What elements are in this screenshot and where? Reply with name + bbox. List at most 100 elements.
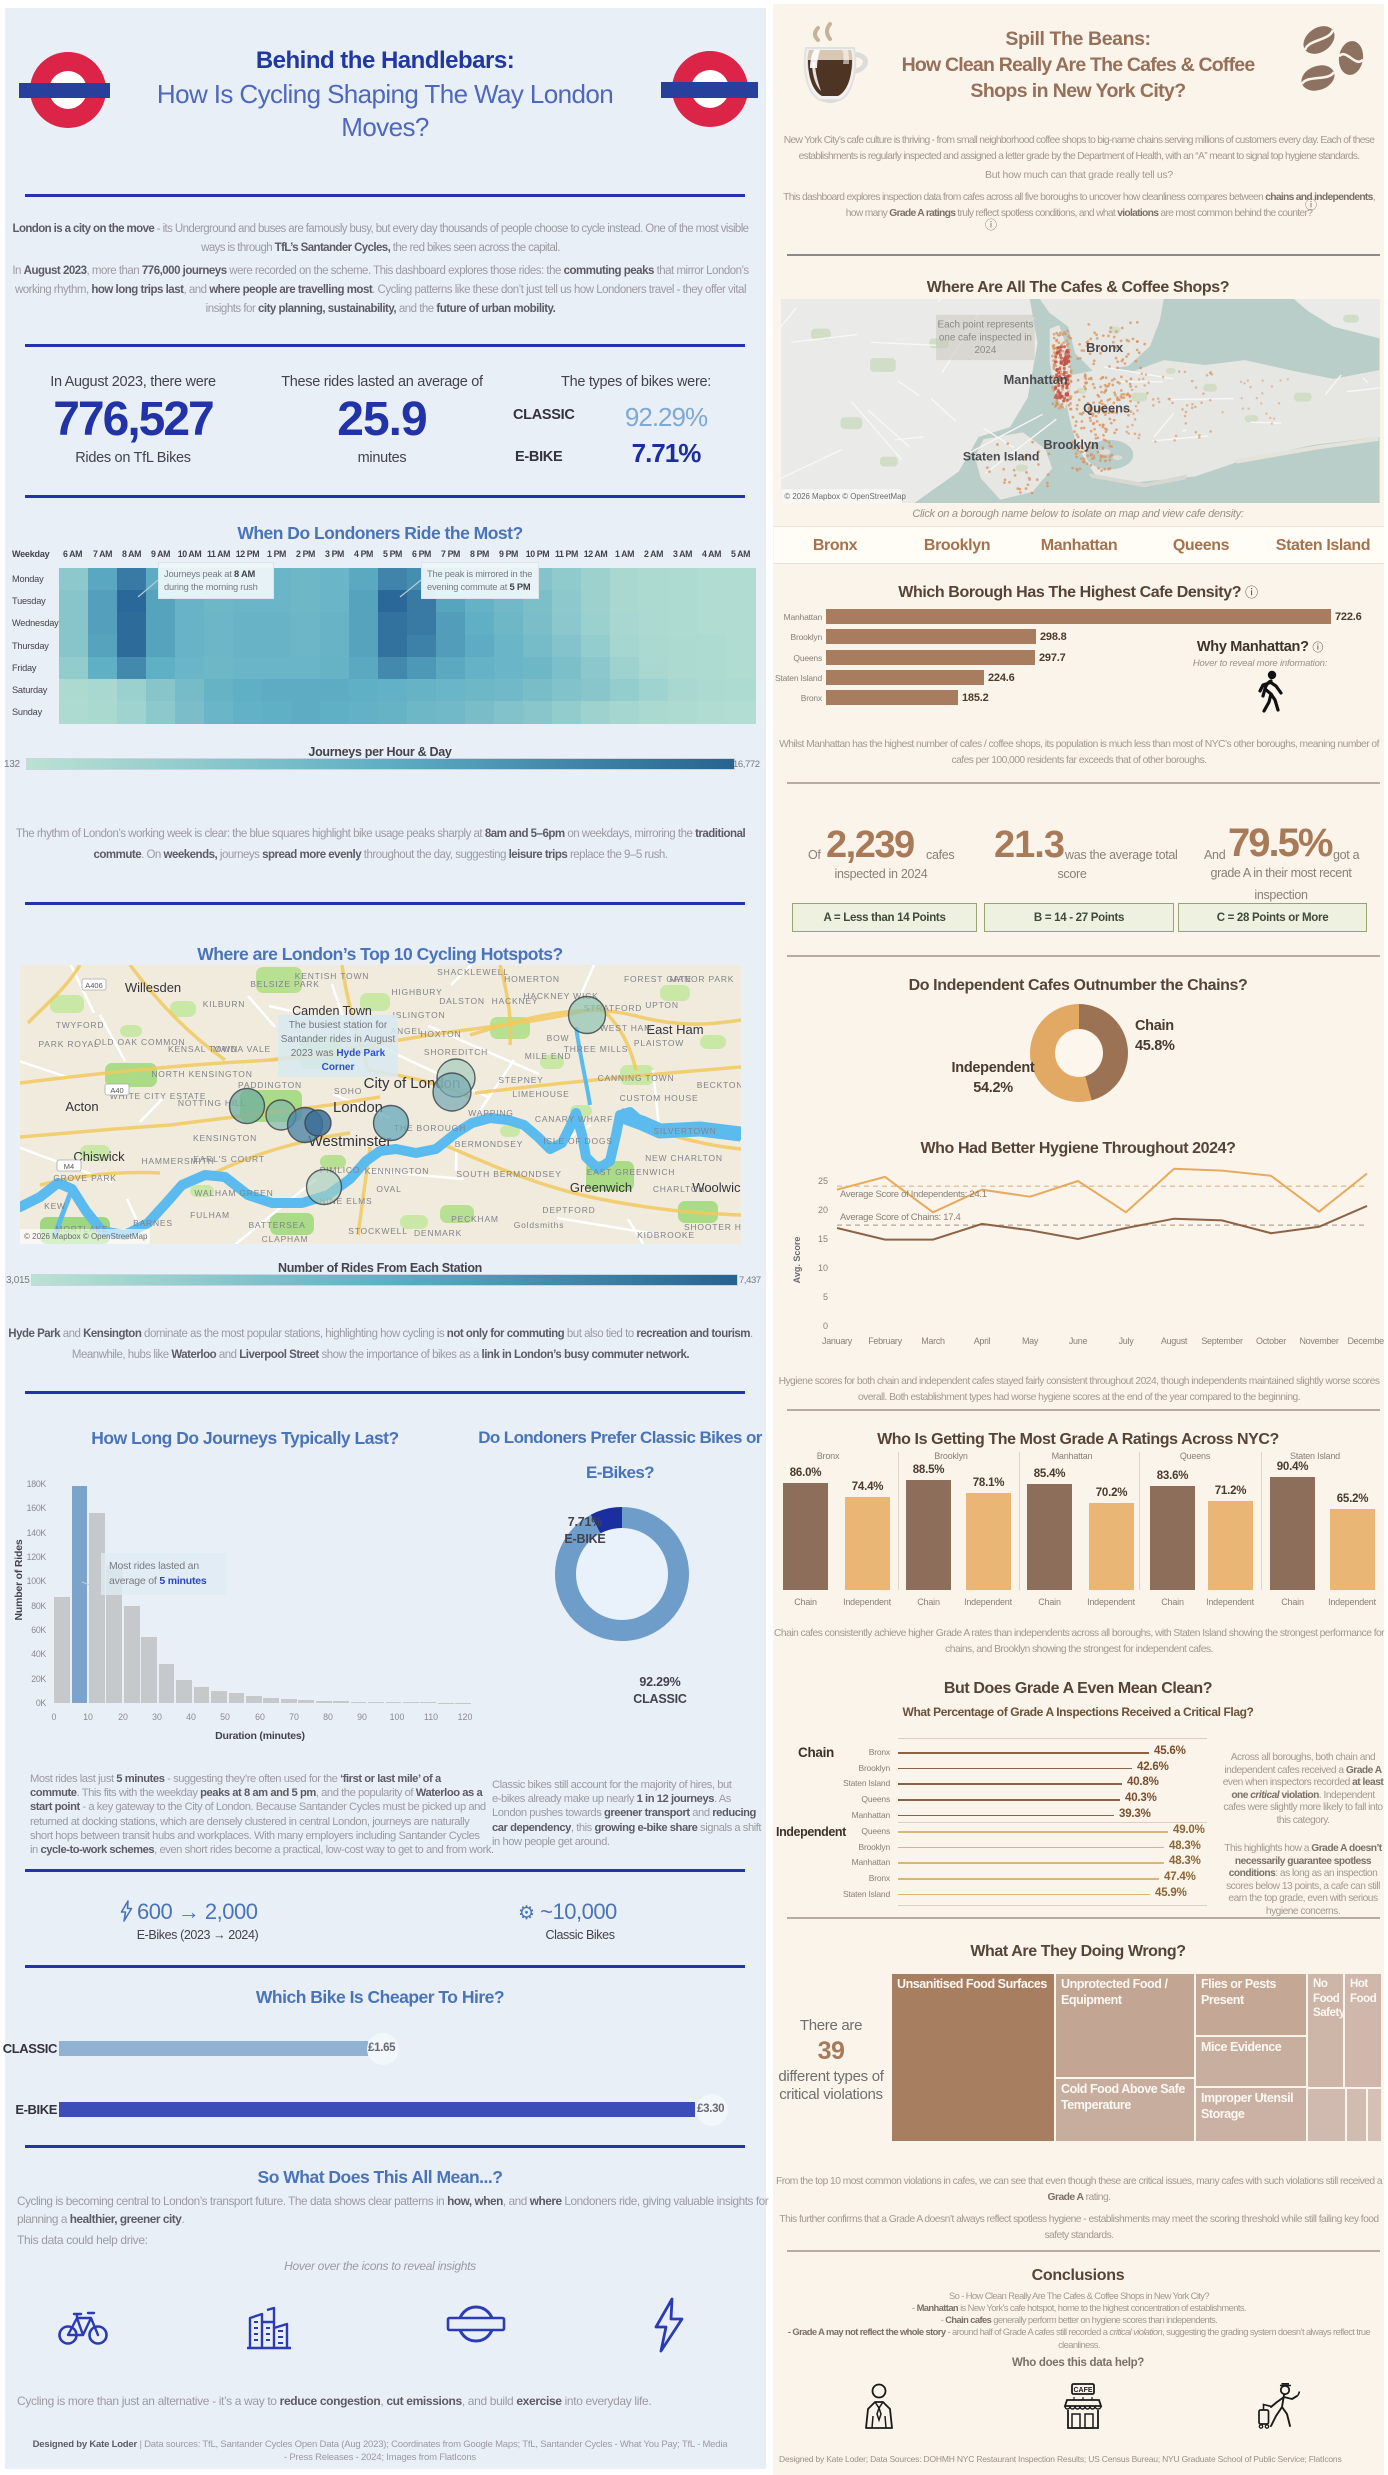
svg-text:WAPPING: WAPPING (468, 1108, 513, 1118)
svg-text:2024: 2024 (974, 345, 996, 356)
svg-text:SHACKLEWELL: SHACKLEWELL (437, 967, 509, 977)
svg-text:April: April (974, 1336, 991, 1346)
svg-text:NORTH KENSINGTON: NORTH KENSINGTON (151, 1069, 252, 1079)
svg-text:PLAISTOW: PLAISTOW (634, 1038, 684, 1048)
svg-text:SILVERTOWN: SILVERTOWN (653, 1126, 716, 1136)
svg-text:WHITE CITY ESTATE: WHITE CITY ESTATE (110, 1091, 207, 1101)
svg-text:STRATFORD: STRATFORD (584, 1003, 643, 1013)
svg-text:ISLINGTON: ISLINGTON (393, 1010, 446, 1020)
svg-text:HACKNEY WICK: HACKNEY WICK (523, 991, 598, 1001)
svg-text:Santander rides in August: Santander rides in August (281, 1034, 396, 1045)
svg-text:DALSTON: DALSTON (439, 996, 485, 1006)
svg-text:EARL'S COURT: EARL'S COURT (193, 1154, 265, 1164)
svg-text:HOMERTON: HOMERTON (504, 974, 560, 984)
svg-text:Brooklyn: Brooklyn (1043, 437, 1099, 452)
svg-text:25: 25 (818, 1176, 828, 1186)
svg-text:KENSAL TOWN: KENSAL TOWN (168, 1044, 238, 1054)
svg-text:Staten Island: Staten Island (963, 450, 1040, 464)
svg-text:East Ham: East Ham (646, 1022, 703, 1037)
svg-text:Camden Town: Camden Town (292, 1004, 372, 1018)
svg-text:10: 10 (818, 1263, 828, 1273)
svg-text:© 2026 Mapbox © OpenStreetMap: © 2026 Mapbox © OpenStreetMap (24, 1232, 148, 1241)
svg-text:October: October (1256, 1336, 1286, 1346)
svg-text:BOW: BOW (547, 1033, 570, 1043)
svg-text:TWYFORD: TWYFORD (56, 1020, 105, 1030)
svg-text:WALHAM GREEN: WALHAM GREEN (194, 1188, 273, 1198)
svg-text:HACKNEY: HACKNEY (492, 996, 539, 1006)
svg-text:PARK ROYAL: PARK ROYAL (38, 1039, 99, 1049)
svg-text:Willesden: Willesden (125, 980, 181, 995)
svg-text:KILBURN: KILBURN (203, 999, 245, 1009)
svg-text:Woolwich: Woolwich (692, 1180, 741, 1195)
svg-text:FULHAM: FULHAM (190, 1210, 230, 1220)
svg-text:BECKTON: BECKTON (697, 1080, 741, 1090)
svg-text:KEW: KEW (44, 1201, 66, 1211)
svg-text:SHOOTER HILL: SHOOTER HILL (684, 1222, 741, 1232)
svg-text:Goldsmiths: Goldsmiths (514, 1220, 565, 1230)
svg-text:Greenwich: Greenwich (570, 1180, 632, 1195)
svg-text:© 2026 Mapbox © OpenStreetMap: © 2026 Mapbox © OpenStreetMap (784, 492, 906, 501)
svg-text:BERMONDSEY: BERMONDSEY (455, 1139, 523, 1149)
svg-text:CANARY WHARF: CANARY WHARF (535, 1114, 613, 1124)
svg-text:20: 20 (818, 1205, 828, 1215)
svg-text:CHARLTON: CHARLTON (653, 1184, 705, 1194)
svg-text:A406: A406 (85, 981, 103, 990)
svg-text:Each point represents: Each point represents (938, 320, 1034, 331)
svg-text:BATTERSEA: BATTERSEA (248, 1220, 305, 1230)
svg-text:LIMEHOUSE: LIMEHOUSE (512, 1089, 569, 1099)
svg-text:DEPTFORD: DEPTFORD (542, 1205, 595, 1215)
svg-text:Acton: Acton (65, 1099, 98, 1114)
svg-text:SHOREDITCH: SHOREDITCH (424, 1047, 488, 1057)
svg-text:DENMARK: DENMARK (414, 1228, 462, 1238)
svg-text:September: September (1201, 1336, 1243, 1346)
svg-text:Manhattan: Manhattan (1004, 372, 1068, 387)
svg-text:THREE MILLS: THREE MILLS (564, 1044, 629, 1054)
svg-text:CUSTOM HOUSE: CUSTOM HOUSE (620, 1093, 699, 1103)
svg-text:KENNINGTON: KENNINGTON (365, 1166, 430, 1176)
svg-text:London: London (333, 1099, 383, 1116)
svg-text:PIMLICO: PIMLICO (320, 1165, 361, 1175)
svg-text:December: December (1347, 1336, 1384, 1346)
svg-text:CAFE: CAFE (1073, 2387, 1092, 2394)
svg-text:M4: M4 (64, 1162, 74, 1171)
svg-text:UPTON: UPTON (645, 1000, 679, 1010)
svg-text:5: 5 (823, 1292, 828, 1302)
svg-text:May: May (1022, 1336, 1039, 1346)
svg-text:PECKHAM: PECKHAM (451, 1214, 499, 1224)
svg-text:15: 15 (818, 1234, 828, 1244)
svg-text:January: January (822, 1336, 853, 1346)
svg-text:KIDBROOKE: KIDBROOKE (637, 1230, 695, 1240)
svg-text:GROVE PARK: GROVE PARK (53, 1173, 117, 1183)
svg-text:KENTISH TOWN: KENTISH TOWN (295, 971, 369, 981)
svg-text:ISLE OF DOGS: ISLE OF DOGS (543, 1136, 613, 1146)
svg-text:November: November (1299, 1336, 1338, 1346)
svg-text:BARNES: BARNES (133, 1218, 173, 1228)
svg-text:OLD OAK COMMON: OLD OAK COMMON (94, 1037, 185, 1047)
svg-text:BELSIZE PARK: BELSIZE PARK (250, 979, 319, 989)
svg-text:July: July (1119, 1336, 1135, 1346)
svg-text:KENSINGTON: KENSINGTON (193, 1133, 257, 1143)
svg-text:NOTTING HILL: NOTTING HILL (178, 1098, 246, 1108)
svg-text:Average Score of Independents:: Average Score of Independents: 24.1 (840, 1189, 987, 1200)
svg-text:Bronx: Bronx (1086, 340, 1124, 355)
svg-text:August: August (1161, 1336, 1188, 1346)
svg-text:NINE ELMS: NINE ELMS (319, 1196, 372, 1206)
svg-text:Westminster: Westminster (308, 1133, 391, 1150)
svg-text:Queens: Queens (1083, 400, 1130, 415)
svg-text:SOHO: SOHO (334, 1086, 362, 1096)
svg-text:THE BOROUGH: THE BOROUGH (394, 1123, 466, 1133)
svg-text:Chiswick: Chiswick (73, 1149, 125, 1164)
svg-text:CLAPHAM: CLAPHAM (262, 1234, 309, 1244)
svg-text:WEST HAM: WEST HAM (600, 1023, 652, 1033)
svg-text:0: 0 (823, 1321, 828, 1331)
svg-text:MILE END: MILE END (525, 1051, 572, 1061)
svg-text:HIGHBURY: HIGHBURY (391, 987, 442, 997)
svg-text:ANGEL: ANGEL (391, 1026, 424, 1036)
svg-text:February: February (868, 1336, 902, 1346)
svg-text:2023 was Hyde Park: 2023 was Hyde Park (291, 1048, 386, 1059)
svg-text:Avg. Score: Avg. Score (792, 1237, 802, 1284)
svg-text:one cafe inspected in: one cafe inspected in (939, 332, 1032, 343)
svg-text:STOCKWELL: STOCKWELL (348, 1226, 407, 1236)
svg-text:MANOR PARK: MANOR PARK (670, 974, 735, 984)
svg-text:A40: A40 (110, 1086, 123, 1095)
